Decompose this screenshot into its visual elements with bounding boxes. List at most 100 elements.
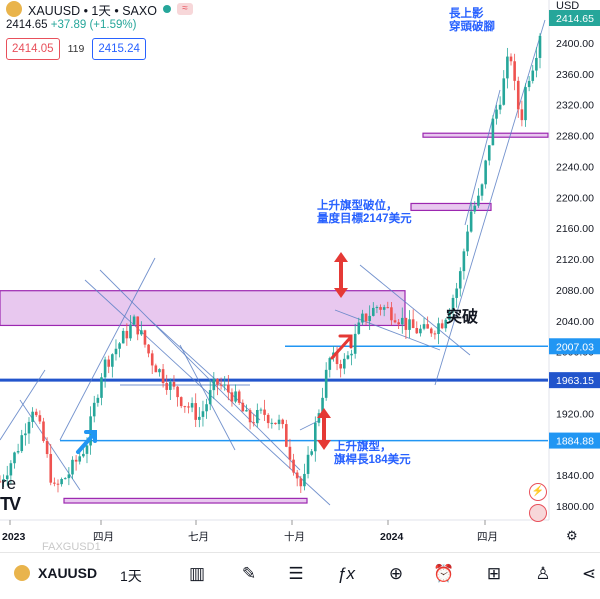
candles — [0, 33, 542, 494]
candle-body — [375, 307, 379, 309]
alert-icon[interactable]: ♙ — [535, 564, 551, 583]
y-tick-label: 1800.00 — [556, 501, 594, 513]
candle-body — [477, 195, 480, 206]
x-tick-label: 十月 — [284, 530, 305, 543]
measure-arrow-head — [317, 408, 331, 418]
trend-line — [334, 309, 441, 351]
wave-icon[interactable]: ≈ — [176, 3, 193, 15]
candle-body — [527, 80, 531, 88]
candle-body — [169, 382, 172, 390]
candle-body — [53, 482, 56, 484]
layout-icon[interactable]: ⊞ — [486, 564, 502, 583]
toolbar-symbol[interactable]: XAUUSD — [14, 565, 97, 581]
candle-body — [256, 410, 259, 424]
candle-body — [245, 410, 248, 412]
buy-button[interactable]: 2415.24 — [92, 38, 146, 60]
candle-body — [506, 56, 509, 79]
price-row: 2414.65 +37.89 (+1.59%) — [6, 19, 136, 31]
add-text-icon[interactable]: ☰ — [288, 564, 304, 583]
candle-body — [509, 56, 513, 62]
candle-body — [241, 402, 245, 412]
candle-body — [310, 451, 313, 455]
candle-body — [38, 415, 42, 422]
candle-body — [31, 411, 34, 422]
candle-body — [129, 324, 132, 339]
ghost-symbol: FAXGUSD1 — [42, 541, 101, 553]
candle-body — [5, 475, 9, 480]
currency-label[interactable]: USD — [556, 0, 580, 12]
candle-body — [205, 404, 208, 412]
zones — [0, 132, 549, 504]
candle-body — [379, 307, 382, 310]
candle-body — [513, 61, 516, 81]
toolbar-timeframe[interactable]: 1天 — [120, 568, 142, 584]
candle-body — [114, 348, 118, 355]
candle-body — [498, 104, 502, 110]
candle-body — [27, 421, 31, 434]
share-icon[interactable]: ⋖ — [581, 564, 597, 583]
candle-body — [143, 330, 147, 345]
sell-button[interactable]: 2414.05 — [6, 38, 60, 60]
candle-body — [426, 324, 429, 329]
candle-body — [437, 323, 440, 334]
watermark-text: re — [1, 474, 17, 493]
candle-body — [516, 80, 520, 110]
candle-body — [303, 473, 306, 487]
lightning-icon[interactable]: ⚡ — [529, 483, 547, 501]
candle-body — [82, 453, 85, 457]
y-tick-label: 2240.00 — [556, 161, 594, 173]
indicator-icon[interactable]: ƒx — [337, 564, 355, 583]
candle-body — [179, 397, 183, 407]
symbol-row[interactable]: XAUUSD • 1天 • SAXO ≈ — [6, 0, 193, 18]
y-tick-label: 2320.00 — [556, 100, 594, 112]
chart-header: XAUUSD • 1天 • SAXO ≈ 2414.65 +37.89 (+1.… — [0, 0, 600, 80]
candle-body — [415, 328, 419, 334]
price-chart[interactable]: 2400.00 2360.00 2320.00 2280.00 2240.00 2200.… — [0, 0, 600, 552]
tradingview-logo: TV — [0, 494, 21, 514]
candle-body — [230, 392, 234, 402]
add-icon[interactable]: ⊕ — [388, 564, 404, 583]
candle-body — [259, 409, 263, 411]
annotation-long-upper-wick: 長上影 穿頭破腳 — [449, 8, 495, 33]
bottom-toolbar: XAUUSD 1天 ▥ ✎ ☰ ƒx ⊕ ⏰ ⊞ ♙ ⋖ — [0, 552, 600, 599]
candle-body — [140, 330, 143, 335]
candle-body — [71, 459, 74, 475]
candle-body — [495, 109, 498, 119]
candle-body — [147, 344, 150, 354]
candle-body — [455, 288, 458, 298]
candle-body — [448, 311, 451, 320]
toolbar-symbol-label: XAUUSD — [38, 565, 98, 581]
draw-icon[interactable]: ✎ — [241, 564, 257, 583]
candle-body — [328, 358, 332, 370]
settings-gear-icon[interactable]: ⚙ — [566, 528, 578, 543]
candle-body — [150, 353, 154, 366]
replay-icon[interactable]: ⏰ — [433, 564, 455, 583]
candles-icon[interactable]: ▥ — [188, 564, 206, 583]
candle-body — [263, 409, 266, 415]
candle-body — [285, 424, 288, 447]
candle-body — [96, 397, 100, 403]
candle-body — [0, 481, 2, 483]
x-tick-label: 七月 — [188, 531, 209, 543]
candle-body — [274, 422, 277, 425]
candle-body — [125, 330, 129, 339]
candle-body — [20, 435, 24, 452]
candle-body — [487, 145, 491, 161]
candle-body — [520, 109, 524, 121]
candle-body — [34, 411, 38, 416]
candle-body — [67, 474, 71, 479]
trend-line — [179, 344, 236, 451]
trend-line — [434, 19, 546, 386]
candle-body — [237, 391, 241, 403]
candle-body — [24, 433, 27, 436]
candle-body — [100, 377, 103, 398]
candle-body — [538, 35, 542, 58]
candle-body — [252, 422, 255, 424]
candle-body — [248, 410, 252, 423]
candle-body — [502, 78, 506, 105]
y-tick-label: 2200.00 — [556, 192, 594, 204]
candle-body — [78, 456, 82, 462]
flag-icon[interactable] — [529, 504, 547, 522]
candle-body — [42, 421, 45, 442]
candle-body — [444, 319, 448, 329]
